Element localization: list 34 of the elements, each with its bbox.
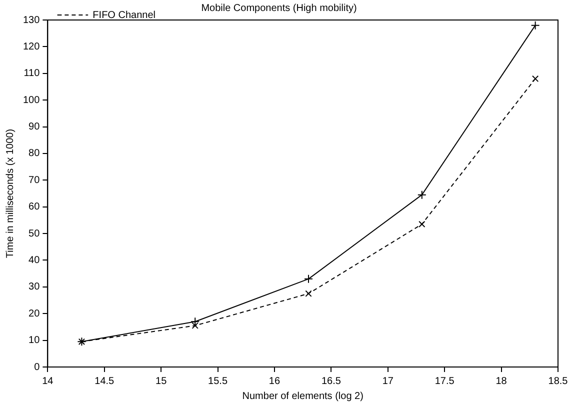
point (304, 274, 314, 284)
y-tick-label: 130 (22, 14, 40, 26)
x-tick-label: 17.5 (434, 376, 455, 387)
y-tick-label: 80 (28, 148, 40, 160)
y-tick-label: 70 (28, 174, 40, 186)
x-tick-label: 16.5 (321, 376, 342, 387)
y-tick-label: 50 (28, 228, 40, 240)
point (305, 290, 312, 297)
x-tick-label: 14 (42, 376, 54, 387)
x-tick-label: 17 (382, 376, 394, 387)
y-tick-label: 60 (28, 202, 40, 213)
y-tick-label: 110 (24, 68, 40, 80)
y-tick-label: 100 (22, 94, 40, 106)
chart-title: Mobile Components (High mobility) (201, 2, 357, 14)
y-axis-title: Time in milliseconds (x 1000) (4, 128, 16, 258)
x-tick-label: 18 (496, 376, 508, 387)
y-tick-label: 40 (28, 254, 40, 266)
point (532, 75, 539, 82)
point (418, 220, 426, 228)
y-tick-label: 120 (22, 41, 40, 52)
legend-label: FIFO Channel (92, 10, 156, 21)
point (530, 20, 540, 30)
y-tick-label: 30 (28, 282, 40, 293)
x-tick-label: 16 (268, 376, 280, 387)
x-tick-label: 14.5 (94, 376, 115, 387)
x-axis-title: Number of elements (log 2) (242, 390, 364, 402)
x-tick-label: 15.5 (208, 376, 228, 387)
y-tick-label: 10 (28, 335, 40, 346)
x-tick-label: 15 (156, 376, 168, 387)
point (417, 190, 426, 200)
x-tick-label: 18.5 (548, 376, 568, 387)
y-tick-label: 0 (34, 362, 40, 373)
y-tick-label: 90 (28, 122, 40, 133)
y-tick-label: 20 (28, 308, 40, 320)
